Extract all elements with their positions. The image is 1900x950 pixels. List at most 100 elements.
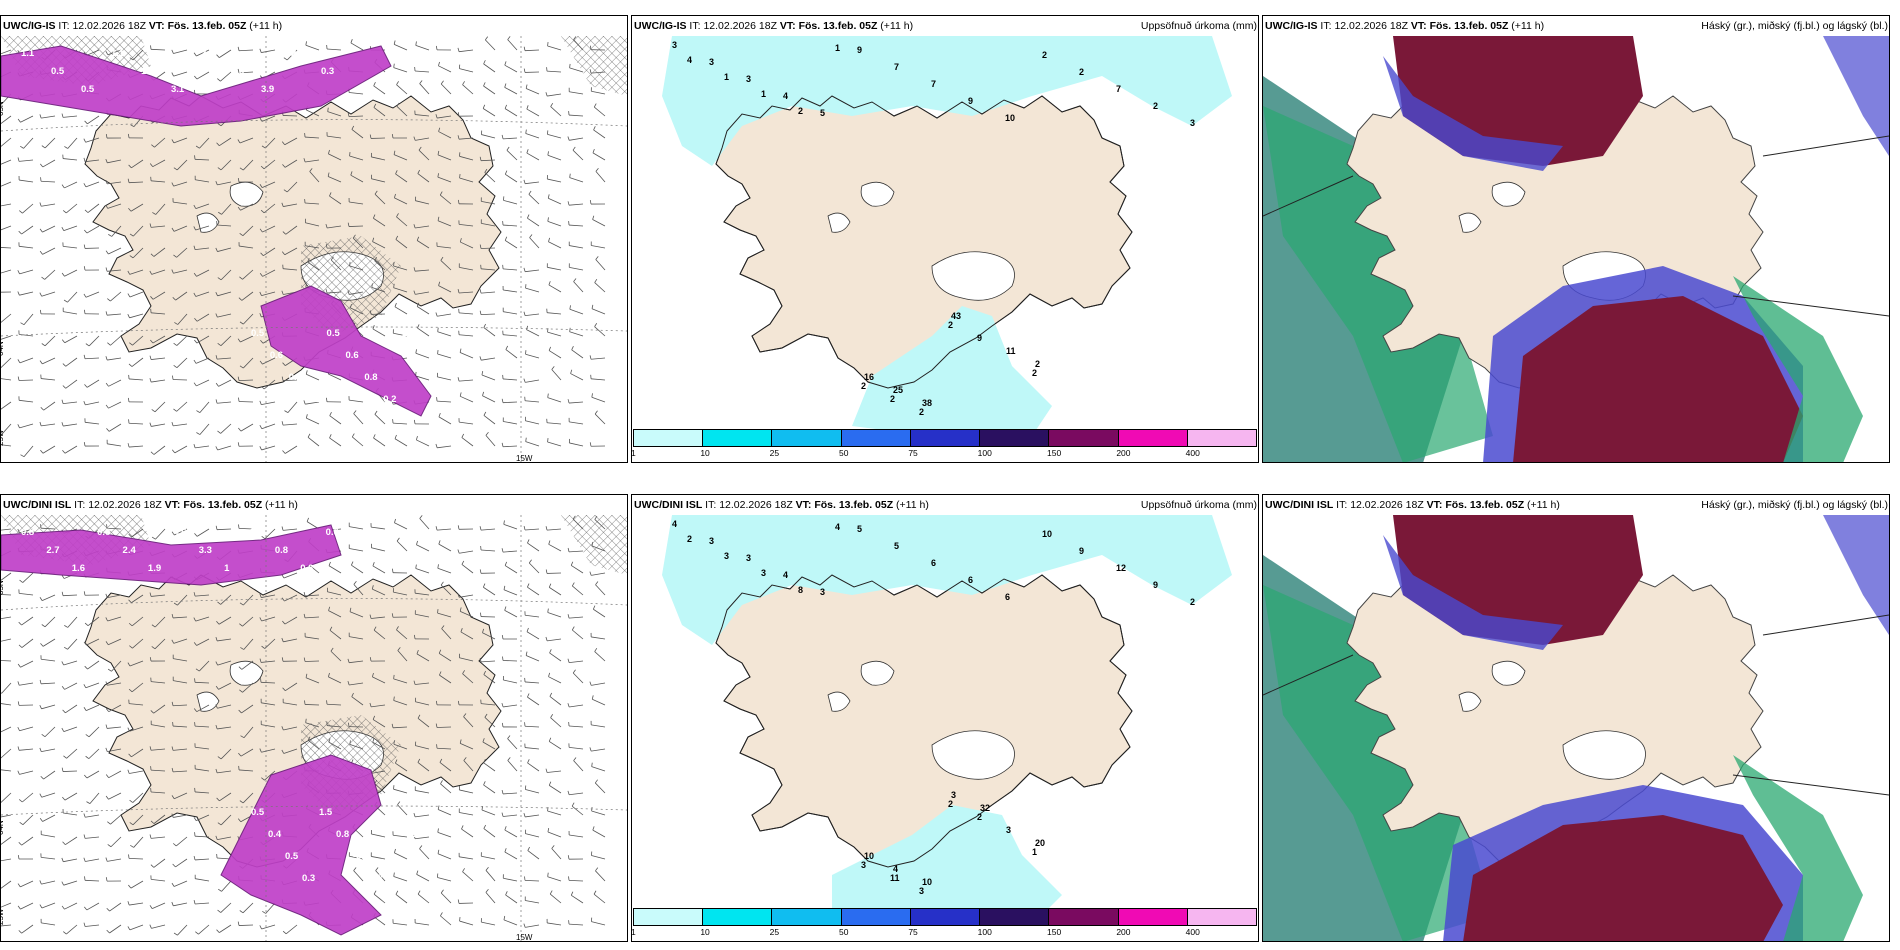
wind-barb	[22, 814, 34, 826]
wind-barb	[283, 423, 298, 426]
wind-barb	[240, 203, 254, 211]
wind-barb-flag	[594, 647, 598, 652]
wind-barb	[19, 159, 34, 162]
wind-barb-flag	[62, 385, 66, 389]
wind-barb	[173, 638, 188, 644]
wind-barb-flag	[18, 842, 22, 846]
wind-barb	[393, 591, 408, 596]
wind-barb	[547, 266, 562, 271]
wind-barb-flag	[523, 378, 526, 383]
wind-barb-flag	[507, 735, 511, 739]
wind-barb-flag	[435, 723, 438, 728]
wind-barb-flag	[172, 843, 177, 847]
wind-barb	[396, 216, 408, 227]
wind-barb	[527, 542, 540, 552]
wind-barb	[195, 746, 210, 750]
precip-point-label: 5	[820, 108, 825, 118]
precip-value-label: 2.1	[402, 328, 416, 339]
wind-barb	[108, 247, 122, 255]
wind-barb-flag	[413, 419, 416, 424]
wind-barb	[547, 93, 562, 97]
wind-barb-flag	[85, 734, 90, 738]
wind-barb	[548, 350, 562, 359]
wind-barb	[217, 224, 232, 227]
wind-barb-flag	[594, 323, 598, 327]
wind-barb-flag	[39, 163, 44, 168]
wind-barb-flag	[215, 399, 218, 404]
wind-barb	[526, 631, 540, 640]
wind-barb-flag	[151, 646, 156, 650]
wind-barb-flag	[397, 647, 401, 651]
wind-barb-flag	[504, 83, 507, 88]
wind-barb	[393, 834, 408, 838]
wind-barb	[437, 567, 452, 574]
wind-barb	[349, 660, 364, 664]
wind-barb	[437, 809, 452, 816]
wind-barb	[151, 836, 166, 839]
wind-barb	[416, 306, 430, 315]
wind-barb	[327, 591, 342, 596]
wind-barb	[393, 788, 408, 794]
wind-barb	[395, 762, 408, 772]
precip-value-label: 0.4	[268, 829, 282, 840]
wind-barb	[107, 726, 122, 729]
precip-value-label: 0.5	[81, 84, 95, 95]
wind-barb-flag	[261, 645, 266, 649]
wind-barb-flag	[593, 890, 597, 895]
wind-barb	[372, 676, 386, 684]
wind-barb-flag	[547, 217, 549, 222]
wind-barb	[153, 814, 166, 824]
wind-barb	[261, 616, 276, 622]
wind-barb-flag	[483, 670, 487, 675]
wind-barb	[437, 331, 452, 337]
wind-barb	[571, 805, 584, 816]
wind-barb	[419, 848, 430, 860]
wind-barb-flag	[171, 227, 175, 232]
wind-barb	[87, 660, 100, 670]
coastline	[715, 95, 1133, 389]
wind-barb-flag	[239, 689, 243, 693]
wind-barb-flag	[393, 872, 395, 877]
wind-barb-flag	[391, 613, 394, 618]
wind-barb-flag	[259, 228, 263, 233]
wind-barb-flag	[261, 145, 266, 149]
wind-barb	[394, 438, 408, 447]
wind-barb	[173, 269, 188, 274]
wind-barb	[175, 291, 188, 301]
wind-barb	[415, 114, 430, 117]
glacier-0	[931, 730, 1015, 780]
wind-barb	[372, 328, 386, 337]
wind-barb-flag	[571, 346, 574, 350]
precip-point-label: 3	[761, 568, 766, 578]
wind-barb-flag	[238, 427, 242, 432]
wind-barb	[151, 681, 166, 684]
wind-barb	[151, 791, 166, 794]
wind-barb-flag	[217, 601, 221, 605]
precip-point-label: 2	[1153, 101, 1158, 111]
wind-barb	[238, 924, 254, 926]
wind-barb	[176, 247, 188, 258]
wind-barb	[261, 660, 276, 663]
wind-barb	[40, 180, 56, 183]
wind-barb	[86, 225, 100, 234]
precip-area-south	[852, 306, 1052, 436]
wind-barb	[196, 313, 210, 322]
wind-barb	[373, 437, 386, 447]
wind-barb	[569, 746, 584, 750]
wind-barb	[504, 108, 518, 117]
wind-barb-flag	[240, 647, 244, 650]
wind-barb-flag	[127, 662, 131, 667]
wind-barb	[62, 594, 78, 597]
wind-barb-flag	[567, 703, 570, 708]
border-line	[1762, 614, 1889, 636]
wind-barb-flag	[61, 727, 65, 732]
precip-value-label: 2.8	[291, 48, 304, 59]
wind-barb	[108, 792, 122, 800]
wind-barb-flag	[351, 692, 354, 697]
precip-point-label: 2	[948, 799, 953, 809]
wind-barb	[221, 880, 232, 892]
precip-point-label: 3	[672, 40, 677, 50]
precip-point-label: 43	[951, 311, 961, 321]
wind-barb	[217, 726, 232, 730]
wind-barb-flag	[549, 649, 552, 654]
